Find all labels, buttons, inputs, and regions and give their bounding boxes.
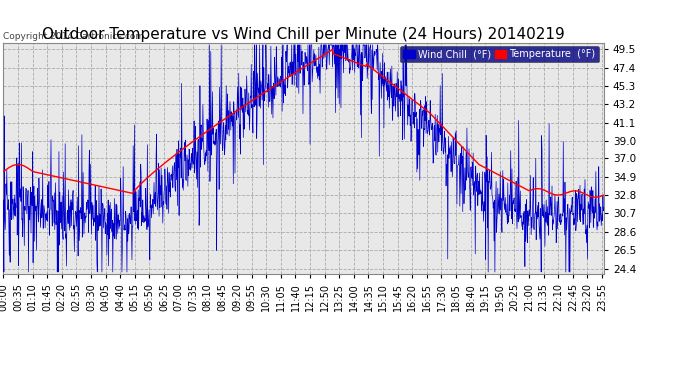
Title: Outdoor Temperature vs Wind Chill per Minute (24 Hours) 20140219: Outdoor Temperature vs Wind Chill per Mi… [42,27,565,42]
Legend: Wind Chill  (°F), Temperature  (°F): Wind Chill (°F), Temperature (°F) [400,46,599,63]
Text: Copyright 2014 Cartronics.com: Copyright 2014 Cartronics.com [3,32,145,41]
